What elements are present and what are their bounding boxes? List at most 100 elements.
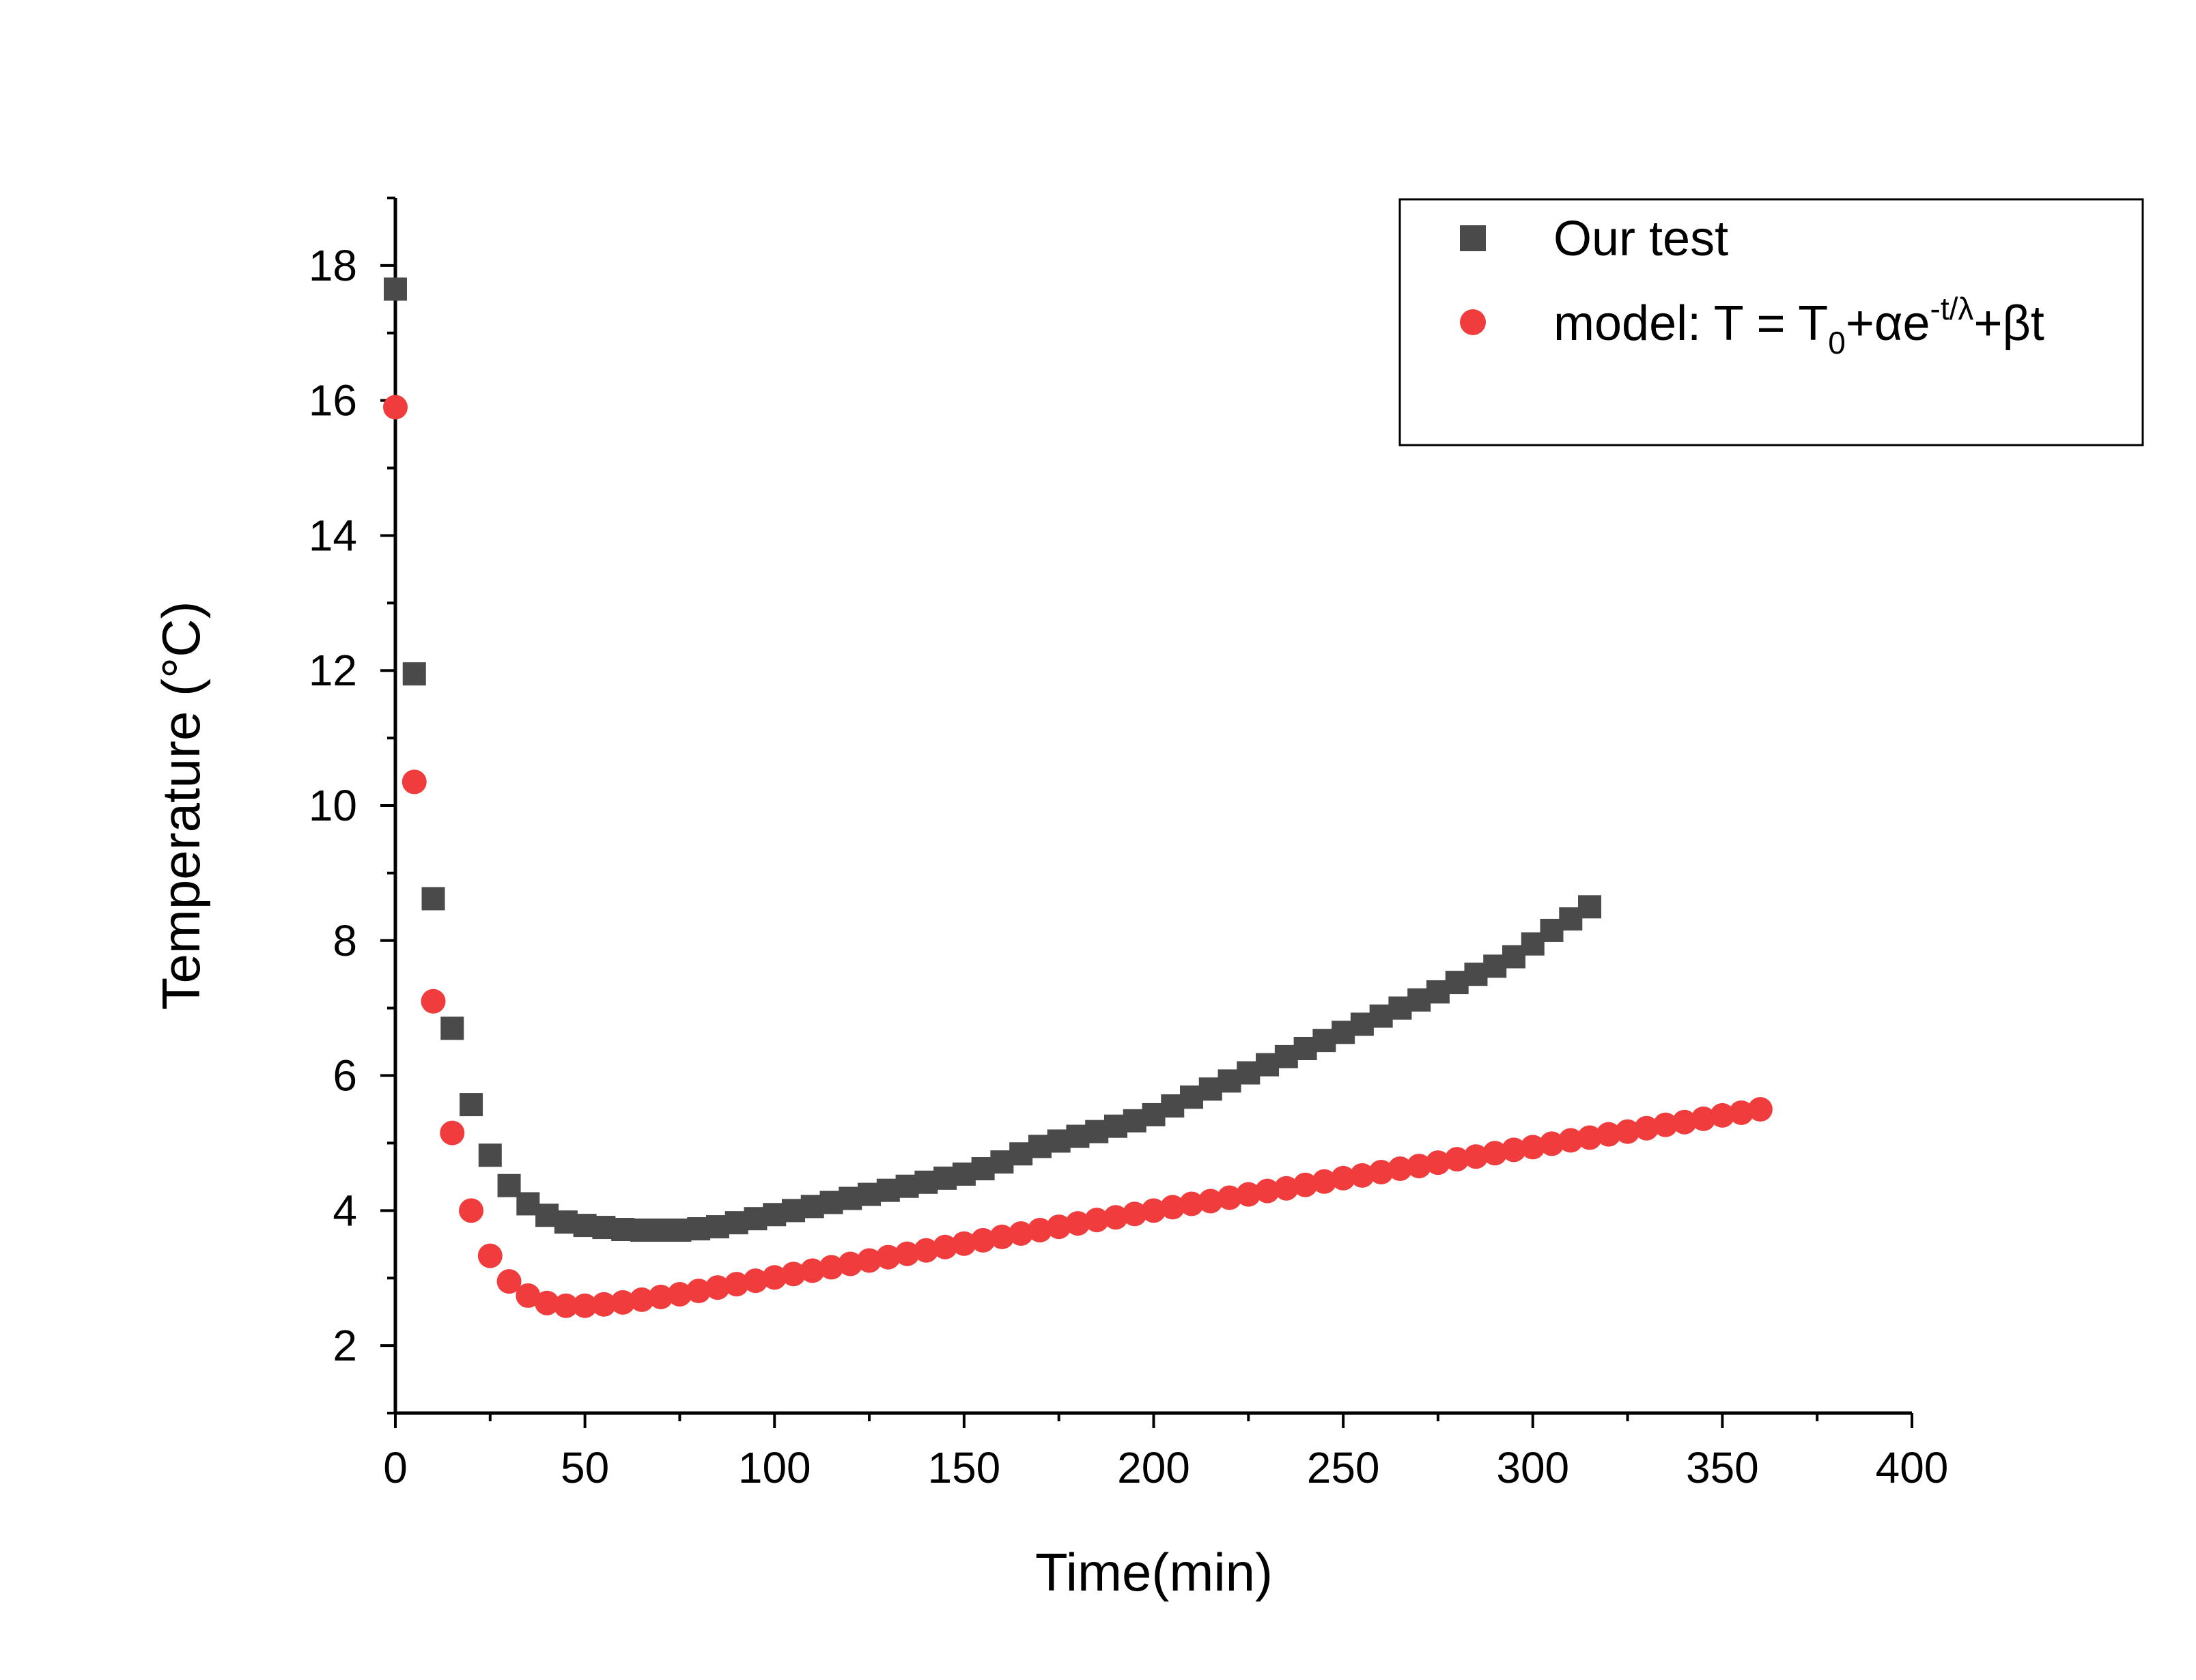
x-tick-label: 0: [383, 1443, 408, 1492]
legend-model-prefix: model: T = T: [1553, 296, 1828, 351]
model-point: [1710, 1102, 1735, 1128]
model-point: [1577, 1125, 1603, 1150]
legend-model-middle: +αe: [1846, 296, 1930, 351]
model-point: [477, 1243, 503, 1268]
model-point: [629, 1287, 654, 1312]
model-point: [1558, 1128, 1583, 1153]
legend-marker-our-test: [1460, 225, 1486, 251]
model-point: [1331, 1165, 1356, 1191]
model-point: [1463, 1144, 1489, 1169]
model-point: [1255, 1178, 1280, 1204]
model-point: [1672, 1109, 1697, 1135]
x-ticks: 0 50 100 150 200 250 300 350 400: [383, 1413, 1948, 1492]
model-point: [1747, 1097, 1773, 1122]
model-point: [553, 1293, 578, 1318]
model-point: [1141, 1198, 1166, 1223]
model-point: [1065, 1211, 1090, 1236]
model-point: [402, 769, 427, 795]
legend-model-superscript: -t/λ: [1930, 291, 1974, 326]
model-point: [970, 1227, 996, 1253]
our-test-point: [384, 277, 407, 301]
model-point: [1368, 1159, 1394, 1184]
model-point: [705, 1275, 730, 1300]
model-point: [875, 1244, 901, 1270]
y-tick-label: 16: [309, 376, 357, 425]
model-point: [1444, 1147, 1469, 1172]
x-tick-label: 350: [1686, 1443, 1759, 1492]
model-point: [667, 1281, 692, 1307]
model-point: [1482, 1141, 1508, 1166]
model-point: [1425, 1150, 1450, 1176]
model-point: [762, 1265, 787, 1290]
model-point: [440, 1120, 465, 1145]
model-point: [1729, 1100, 1754, 1125]
legend: Our test model: T = T0+αe-t/λ+βt: [1398, 198, 2144, 446]
y-tick-label: 18: [309, 241, 357, 290]
model-point: [1634, 1115, 1659, 1141]
our-test-point: [460, 1093, 483, 1117]
y-tick-label: 2: [333, 1321, 357, 1370]
model-point: [1160, 1195, 1185, 1220]
legend-model-subscript: 0: [1828, 325, 1846, 360]
model-point: [724, 1272, 749, 1297]
our-test-point: [1578, 895, 1602, 919]
legend-model-end: +βt: [1973, 296, 2044, 351]
series-our-test: [384, 277, 1602, 1242]
model-point: [1236, 1182, 1261, 1207]
model-point: [857, 1248, 882, 1273]
model-point: [1312, 1169, 1337, 1194]
model-point: [1596, 1122, 1621, 1147]
y-tick-label: 14: [309, 511, 357, 560]
x-tick-label: 400: [1876, 1443, 1949, 1492]
model-point: [591, 1292, 617, 1317]
x-tick-label: 150: [927, 1443, 1000, 1492]
x-tick-label: 300: [1496, 1443, 1569, 1492]
series-model: [383, 395, 1773, 1318]
model-point: [895, 1241, 920, 1266]
model-point: [1217, 1185, 1242, 1210]
model-point: [535, 1290, 560, 1315]
legend-box: [1398, 198, 2144, 446]
model-point: [1691, 1106, 1716, 1131]
model-point: [459, 1198, 484, 1223]
model-point: [1084, 1208, 1110, 1233]
model-point: [648, 1284, 673, 1309]
model-point: [1501, 1137, 1526, 1163]
model-point: [800, 1258, 825, 1283]
model-point: [1653, 1112, 1678, 1137]
y-tick-label: 10: [309, 781, 357, 830]
model-point: [1539, 1131, 1564, 1156]
model-point: [1520, 1135, 1545, 1160]
model-point: [838, 1251, 863, 1277]
model-point: [1046, 1214, 1071, 1240]
model-point: [572, 1293, 597, 1318]
model-point: [933, 1234, 958, 1259]
y-tick-label: 6: [333, 1051, 357, 1100]
model-point: [1179, 1191, 1205, 1216]
x-tick-label: 50: [561, 1443, 609, 1492]
model-point: [1027, 1218, 1052, 1243]
model-point: [1103, 1205, 1128, 1230]
model-point: [743, 1268, 768, 1294]
legend-label-model: model: T = T0+αe-t/λ+βt: [1553, 291, 2044, 360]
model-point: [819, 1255, 844, 1280]
model-point: [421, 988, 446, 1014]
x-tick-label: 200: [1117, 1443, 1190, 1492]
model-point: [1009, 1221, 1034, 1246]
y-tick-label: 4: [333, 1186, 357, 1235]
model-point: [1122, 1201, 1147, 1227]
model-point: [1293, 1172, 1318, 1197]
model-point: [951, 1231, 976, 1256]
model-point: [914, 1238, 939, 1263]
our-test-point: [402, 662, 426, 686]
model-point: [781, 1262, 806, 1287]
model-point: [1198, 1188, 1223, 1214]
model-point: [1407, 1154, 1432, 1179]
model-point: [1615, 1119, 1640, 1144]
model-point: [496, 1269, 522, 1294]
model-point: [1349, 1163, 1375, 1188]
model-point: [989, 1224, 1015, 1249]
legend-label-our-test: Our test: [1553, 212, 1728, 266]
model-point: [383, 395, 408, 420]
